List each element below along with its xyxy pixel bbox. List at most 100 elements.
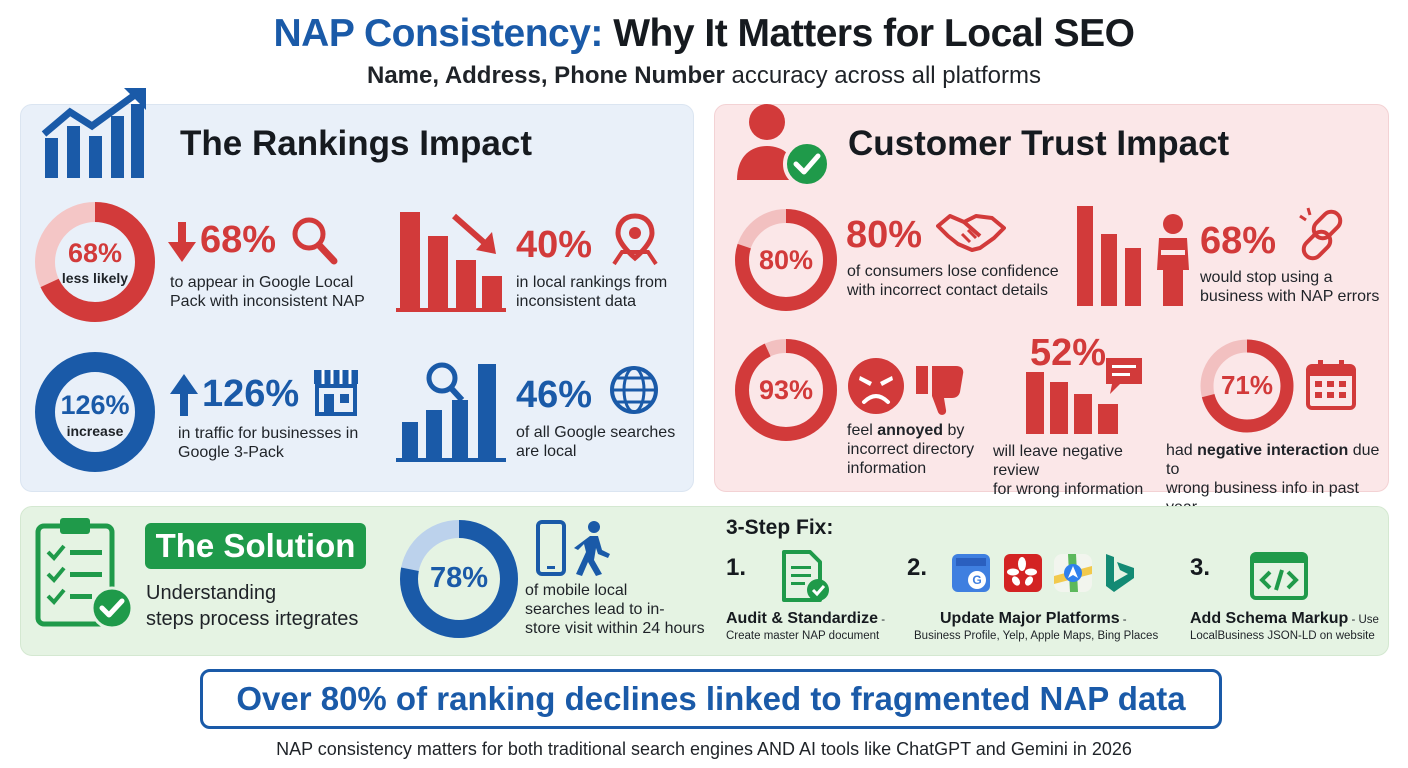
- stat-71-desc: had negative interaction due to wrong bu…: [1166, 441, 1388, 517]
- stat-40-value: 40%: [516, 224, 593, 266]
- trending-up-chart-icon: [41, 88, 146, 178]
- step-1-title-row: Audit & Standardize -: [726, 610, 885, 628]
- thumbs-down-icon: [916, 366, 964, 415]
- storefront-icon: [314, 370, 358, 416]
- stat-68-desc: to appear in Google Local Pack with inco…: [170, 273, 400, 311]
- step-1-desc: Create master NAP document: [726, 630, 880, 642]
- step-1-number: 1.: [726, 554, 747, 581]
- step-2-desc: Business Profile, Yelp, Apple Maps, Bing…: [914, 630, 1159, 642]
- fix-title: 3-Step Fix:: [726, 516, 834, 539]
- footnote: NAP consistency matters for both traditi…: [276, 739, 1132, 759]
- rankings-title: The Rankings Impact: [180, 124, 533, 163]
- step-3-desc: LocalBusiness JSON-LD on website: [1190, 630, 1375, 642]
- desc-text: feel: [847, 422, 878, 439]
- donut-chart: [1200, 339, 1294, 433]
- page-title: NAP Consistency: Why It Matters for Loca…: [0, 12, 1408, 56]
- stat-40-desc: in local rankings from inconsistent data: [516, 273, 686, 311]
- donut-value: 93%: [758, 375, 814, 405]
- donut-93: 93%: [733, 337, 839, 443]
- desc-line: incorrect directory: [847, 441, 975, 458]
- stat-52-value: 52%: [1030, 332, 1107, 374]
- step-2-title-row: Update Major Platforms -: [940, 610, 1127, 628]
- stat-52-desc: will leave negative review for wrong inf…: [993, 442, 1173, 499]
- mobile-desc: of mobile local searches lead to in- sto…: [525, 581, 725, 638]
- globe-icon: [610, 366, 658, 414]
- donut-71: 71%: [1198, 337, 1296, 435]
- donut-value: 68%: [67, 238, 123, 268]
- subtitle-rest: accuracy across all platforms: [731, 62, 1041, 89]
- desc-line: steps process irtegrates: [146, 608, 359, 630]
- bing-icon: [1106, 554, 1134, 592]
- desc-line: with incorrect contact details: [847, 282, 1048, 299]
- donut-chart: [400, 520, 518, 638]
- broken-link-icon: [1299, 207, 1343, 261]
- stat-126-desc: in traffic for businesses in Google 3-Pa…: [178, 424, 398, 462]
- page-subtitle: Name, Address, Phone Number accuracy acr…: [0, 62, 1408, 90]
- desc-line: of mobile local: [525, 582, 628, 599]
- donut-value: 78%: [429, 562, 489, 594]
- desc-line: feel annoyed by: [847, 421, 997, 440]
- solution-desc: Understanding steps process irtegrates: [146, 580, 358, 632]
- magnifier-icon: [292, 217, 338, 265]
- desc-text: due to: [1166, 442, 1380, 478]
- desc-line: in local rankings from: [516, 274, 668, 291]
- google-business-icon: G: [952, 554, 990, 592]
- step-2-title: Update Major Platforms: [940, 610, 1120, 627]
- desc-text: had: [1166, 442, 1198, 459]
- step-1-title: Audit & Standardize: [726, 610, 879, 627]
- subtitle-bold: Name, Address, Phone Number: [367, 62, 725, 89]
- apple-maps-icon: [1054, 554, 1092, 592]
- stat-68b-desc: would stop using a business with NAP err…: [1200, 268, 1390, 306]
- donut-126: 126% increase: [33, 350, 157, 474]
- solution-title: The Solution: [145, 523, 366, 569]
- desc-line: inconsistent data: [516, 293, 637, 310]
- desc-line: Understanding: [146, 582, 277, 604]
- arrow-down-icon: [168, 222, 196, 262]
- desc-line: information: [847, 460, 927, 477]
- callout-banner: Over 80% of ranking declines linked to f…: [200, 669, 1222, 729]
- location-pin-icon: [612, 213, 658, 266]
- handshake-icon: [936, 214, 1006, 252]
- desc-line: Pack with inconsistent NAP: [170, 293, 365, 310]
- desc-line: to appear in Google Local: [170, 274, 354, 291]
- speech-bubble-icon: [1106, 358, 1142, 394]
- donut-value: 80%: [758, 245, 814, 275]
- step-3-title: Add Schema Markup: [1190, 610, 1349, 627]
- desc-line: of consumers lose confidence: [847, 263, 1059, 280]
- stat-68-value: 68%: [200, 219, 277, 261]
- desc-line: store visit within 24 hours: [525, 620, 705, 637]
- step-3-title-row: Add Schema Markup - Use: [1190, 610, 1379, 628]
- donut-chart: [35, 202, 155, 322]
- stat-80-value: 80%: [846, 214, 923, 256]
- desc-bold: negative interaction: [1197, 442, 1349, 459]
- declining-bar-chart-icon: [396, 212, 506, 312]
- person-bar-chart-icon: [1077, 206, 1189, 306]
- calendar-icon: [1306, 360, 1356, 410]
- desc-line: for wrong information: [993, 481, 1144, 498]
- desc-line: of all Google searches: [516, 424, 676, 441]
- desc-line: Google 3-Pack: [178, 444, 284, 461]
- yelp-icon: [1004, 554, 1042, 592]
- donut-80: 80%: [733, 207, 839, 313]
- desc-line: would stop using a: [1200, 269, 1333, 286]
- desc-line: are local: [516, 443, 577, 460]
- step-3-number: 3.: [1190, 554, 1211, 581]
- arrow-up-icon: [170, 374, 198, 416]
- stat-80-desc: of consumers lose confidence with incorr…: [847, 262, 1077, 300]
- step-2-suffix: -: [1119, 614, 1127, 626]
- donut-label: less likely: [61, 270, 129, 286]
- stat-93-desc: feel annoyed by incorrect directory info…: [847, 421, 997, 478]
- trust-title: Customer Trust Impact: [848, 124, 1230, 163]
- declining-bar-chart-icon: [1026, 372, 1118, 434]
- checklist-clipboard-icon: [35, 518, 134, 630]
- stat-46-value: 46%: [516, 374, 593, 416]
- desc-bold: annoyed: [877, 422, 944, 439]
- desc-line: had negative interaction due to: [1166, 441, 1388, 479]
- donut-value: 126%: [60, 390, 130, 420]
- donut-chart: [735, 209, 837, 311]
- stat-46-desc: of all Google searches are local: [516, 423, 691, 461]
- stat-126-value: 126%: [202, 373, 300, 415]
- mobile-walking-icon: [536, 520, 610, 576]
- donut-68: 68% less likely: [33, 200, 157, 324]
- donut-78: 78%: [398, 518, 520, 640]
